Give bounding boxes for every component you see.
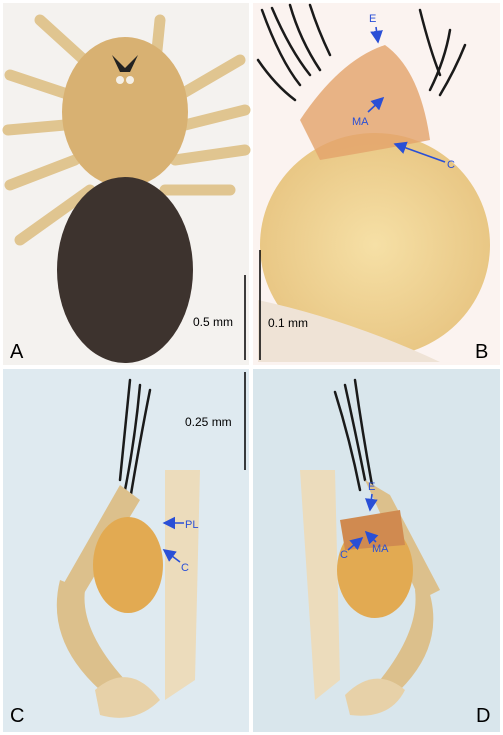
panel-a: 0.5 mm A xyxy=(2,3,251,365)
scale-bar-label: 0.5 mm xyxy=(193,315,233,329)
panel-c: 0.25 mm PL C C xyxy=(3,369,249,732)
panel-label: C xyxy=(10,705,24,727)
annotation: E xyxy=(368,481,375,493)
panel-label: A xyxy=(10,341,24,363)
scale-bar-label: 0.1 mm xyxy=(268,316,308,330)
annotation: E xyxy=(369,13,376,25)
annotation: C xyxy=(447,159,455,171)
annotation: MA xyxy=(352,116,369,128)
panel-d: E C MA D xyxy=(253,369,500,732)
panel-label: D xyxy=(476,705,490,727)
scale-bar-label: 0.25 mm xyxy=(185,415,232,429)
annotation: PL xyxy=(185,519,198,531)
panel-b: 0.1 mm E MA C B xyxy=(253,3,500,365)
annotation: C xyxy=(340,549,348,561)
panel-label: B xyxy=(475,341,488,363)
annotation: MA xyxy=(372,543,389,555)
annotation: C xyxy=(181,562,189,574)
